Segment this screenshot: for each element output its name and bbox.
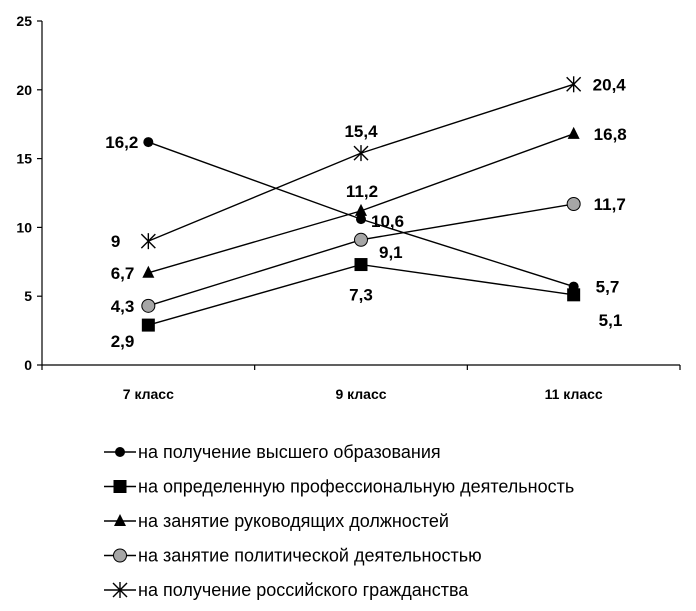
legend-label: на занятие политической деятельностью	[138, 546, 482, 566]
data-labels: 16,2 10,6 5,7 2,9 7,3 5,1 6,7 11,2 16,8 4,3 9,1 11,…	[105, 75, 627, 351]
legend-label: на занятие руководящих должностей	[138, 511, 449, 531]
data-label: 15,4	[344, 122, 378, 141]
data-label: 16,2	[105, 133, 138, 152]
y-tick-label: 5	[24, 288, 32, 304]
y-tick-label: 10	[16, 219, 32, 235]
legend-item: на получение высшего образования	[104, 442, 441, 462]
x-tick-label: 11 класс	[545, 386, 603, 402]
legend-item: на занятие руководящих должностей	[104, 511, 449, 531]
data-label: 11,2	[346, 182, 378, 201]
legend-item: на получение российского гражданства	[104, 580, 469, 600]
data-point	[354, 258, 368, 272]
data-label: 20,4	[593, 75, 627, 94]
data-label: 6,7	[111, 264, 135, 283]
series-4	[141, 197, 581, 313]
data-point	[140, 233, 156, 250]
data-point	[567, 288, 581, 302]
data-point	[567, 126, 580, 139]
data-point	[566, 76, 582, 93]
legend-label: на получение высшего образования	[138, 442, 441, 462]
data-label: 2,9	[111, 332, 135, 351]
x-tick-label: 7 класс	[123, 386, 174, 402]
x-tick-label: 9 класс	[335, 386, 386, 402]
legend-label: на определенную профессиональную деятель…	[138, 477, 574, 497]
series-5	[140, 76, 582, 250]
y-tick-label: 25	[16, 13, 32, 29]
legend-marker	[113, 548, 127, 563]
data-label: 5,1	[599, 311, 623, 330]
y-tick-label: 15	[16, 151, 32, 167]
y-tick-label: 0	[24, 357, 32, 373]
data-label: 7,3	[349, 286, 373, 305]
data-point	[142, 265, 155, 278]
data-label: 11,7	[594, 195, 626, 214]
data-point	[141, 298, 156, 313]
data-point	[143, 137, 154, 148]
data-point	[353, 145, 369, 162]
data-label: 16,8	[594, 125, 627, 144]
series-layer	[140, 76, 582, 332]
legend-item: на занятие политической деятельностью	[104, 546, 482, 566]
legend-marker	[113, 480, 127, 493]
series-3	[142, 126, 580, 278]
data-point	[566, 197, 581, 212]
data-label: 4,3	[111, 297, 135, 316]
data-label: 9,1	[379, 243, 403, 262]
axes: 0 5 10 15 20 25 7 класс 9 класс 11 класс	[16, 13, 681, 402]
data-label: 10,6	[371, 212, 404, 231]
data-point	[356, 214, 366, 225]
legend-marker	[114, 514, 126, 526]
legend-marker	[115, 447, 125, 457]
y-tick-label: 20	[16, 82, 32, 98]
series-2	[141, 258, 581, 332]
legend-item: на определенную профессиональную деятель…	[104, 477, 574, 497]
data-label: 9	[111, 232, 120, 251]
data-point	[141, 318, 155, 332]
data-label: 5,7	[596, 278, 620, 297]
data-point	[355, 203, 367, 216]
data-point	[354, 232, 368, 247]
legend-label: на получение российского гражданства	[138, 580, 469, 600]
legend-marker	[112, 582, 128, 598]
legend: на получение высшего образования на опред…	[104, 442, 574, 600]
